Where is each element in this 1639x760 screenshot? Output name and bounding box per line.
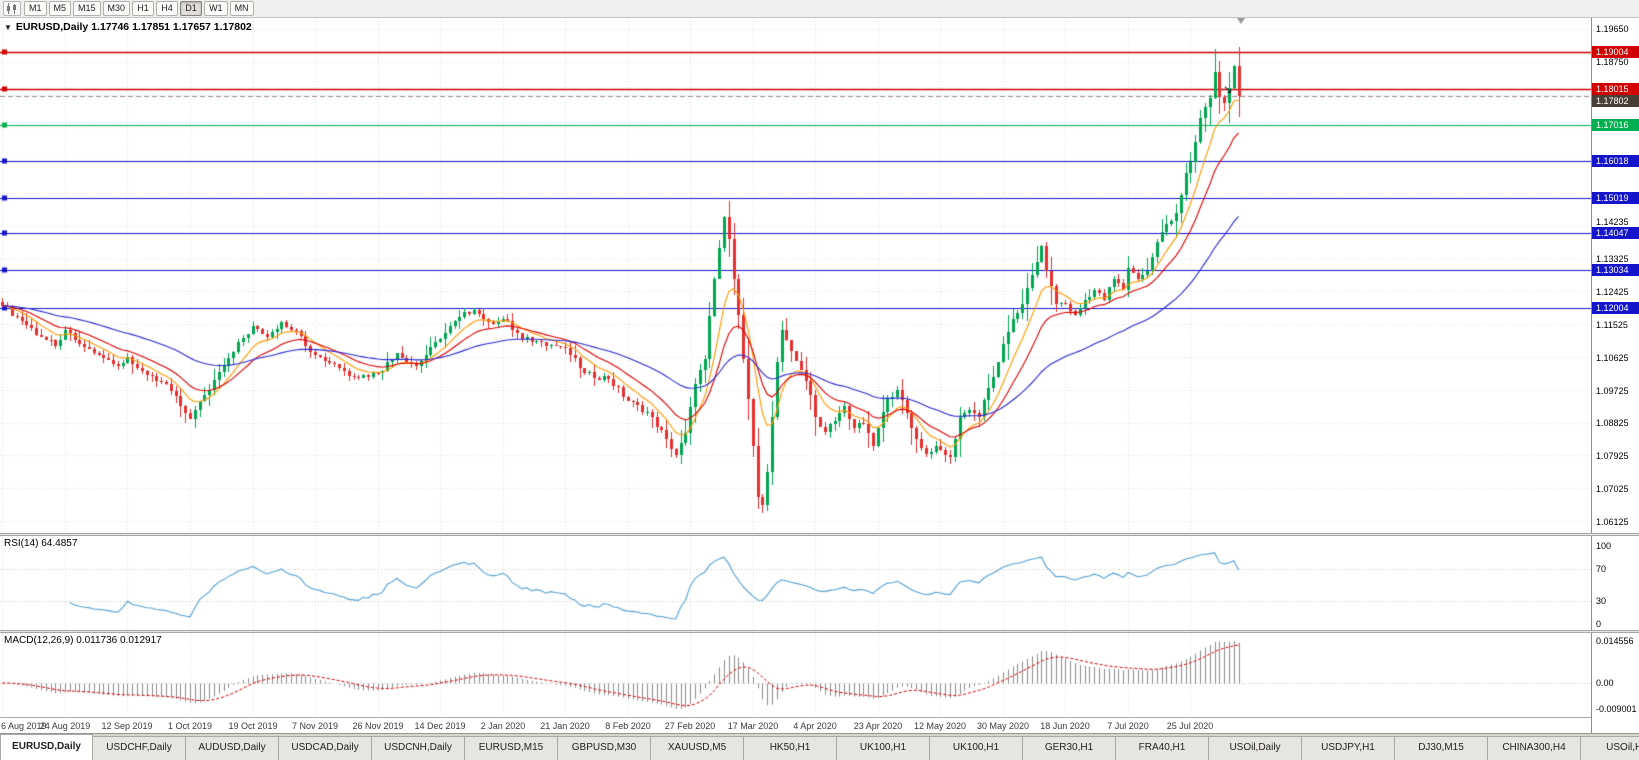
macd-label: MACD(12,26,9) 0.011736 0.012917 xyxy=(4,635,162,646)
chart-tab-uk100-h1[interactable]: UK100,H1 xyxy=(837,736,930,760)
chart-tab-dj30-m15[interactable]: DJ30,M15 xyxy=(1395,736,1488,760)
chart-tab-xauusd-m5[interactable]: XAUUSD,M5 xyxy=(651,736,744,760)
price-scale-tick: 1.07925 xyxy=(1596,451,1629,461)
chart-tab-usdjpy-h1[interactable]: USDJPY,H1 xyxy=(1302,736,1395,760)
date-axis-label: 24 Aug 2019 xyxy=(39,721,91,731)
date-axis-label: 1 Oct 2019 xyxy=(167,721,213,731)
date-axis-label: 26 Nov 2019 xyxy=(352,721,404,731)
chart-tab-uk100-h1[interactable]: UK100,H1 xyxy=(930,736,1023,760)
timeframe-button-m15[interactable]: M15 xyxy=(73,1,101,16)
date-axis-label: 18 Jun 2020 xyxy=(1040,721,1090,731)
chart-area: ▼ EURUSD,Daily 1.17746 1.17851 1.17657 1.… xyxy=(0,18,1639,733)
macd-scale-tick: 0.014556 xyxy=(1596,636,1634,646)
timeframe-button-mn[interactable]: MN xyxy=(229,1,254,16)
price-level-badge: 1.16018 xyxy=(1592,155,1639,167)
price-scale-tick: 1.11525 xyxy=(1596,320,1628,330)
candlestick-glyph xyxy=(6,2,16,14)
date-axis-label: 14 Dec 2019 xyxy=(414,721,466,731)
chart-tab-eurusd-m15[interactable]: EURUSD,M15 xyxy=(465,736,558,760)
chart-title-text: EURUSD,Daily 1.17746 1.17851 1.17657 1.1… xyxy=(15,21,252,33)
panel-splitter-rsi[interactable] xyxy=(0,533,1639,536)
price-level-badge: 1.13034 xyxy=(1592,264,1639,276)
price-chart-canvas[interactable] xyxy=(0,18,1591,533)
price-scale-tick: 1.19650 xyxy=(1596,24,1629,34)
price-scale-tick: 1.12425 xyxy=(1596,287,1629,297)
timeframe-button-w1[interactable]: W1 xyxy=(204,1,228,16)
date-axis-label: 27 Feb 2020 xyxy=(664,721,716,731)
timeframe-buttons: M1 M5 M15 M30 H1 H4 D1 W1 MN xyxy=(24,1,254,16)
price-scale-tick: 1.07025 xyxy=(1596,484,1629,494)
date-axis-label: 2 Jan 2020 xyxy=(480,721,526,731)
price-level-badge: 1.17016 xyxy=(1592,119,1639,131)
date-axis-label: 23 Apr 2020 xyxy=(853,721,903,731)
timeframe-toolbar: M1 M5 M15 M30 H1 H4 D1 W1 MN xyxy=(0,0,1639,18)
chart-tools-icon[interactable] xyxy=(3,1,21,16)
date-axis-label: 7 Nov 2019 xyxy=(291,721,339,731)
price-scale-tick: 1.08825 xyxy=(1596,418,1629,428)
bid-price-badge: 1.17802 xyxy=(1592,95,1639,107)
panel-splitter-macd[interactable] xyxy=(0,630,1639,633)
price-scale-tick: 1.14235 xyxy=(1596,217,1629,227)
date-axis-label: 19 Oct 2019 xyxy=(228,721,278,731)
timeframe-button-m5[interactable]: M5 xyxy=(48,1,72,16)
chart-tab-fra40-h1[interactable]: FRA40,H1 xyxy=(1116,736,1209,760)
timeframe-button-m30[interactable]: M30 xyxy=(102,1,131,16)
price-scale-tick: 1.13325 xyxy=(1596,254,1629,264)
date-axis-label: 12 May 2020 xyxy=(913,721,967,731)
chart-collapse-icon[interactable]: ▼ xyxy=(4,23,12,32)
chart-tab-usdchf-daily[interactable]: USDCHF,Daily xyxy=(93,736,186,760)
timeframe-button-h4[interactable]: H4 xyxy=(156,1,179,16)
chart-tab-usoil-daily[interactable]: USOil,Daily xyxy=(1209,736,1302,760)
chart-title: ▼ EURUSD,Daily 1.17746 1.17851 1.17657 1.… xyxy=(4,21,252,33)
timeframe-button-m1[interactable]: M1 xyxy=(24,1,47,16)
timeframe-button-d1[interactable]: D1 xyxy=(180,1,203,16)
date-axis-label: 8 Feb 2020 xyxy=(605,721,651,731)
date-axis-label: 12 Sep 2019 xyxy=(101,721,153,731)
chart-tab-usoil-h1[interactable]: USOil,H1 xyxy=(1581,736,1639,760)
rsi-scale-tick: 0 xyxy=(1596,619,1602,629)
rsi-label: RSI(14) 64.4857 xyxy=(4,538,78,549)
rsi-scale-tick: 30 xyxy=(1596,596,1607,606)
timeframe-button-h1[interactable]: H1 xyxy=(132,1,155,16)
price-level-badge: 1.18015 xyxy=(1592,83,1639,95)
chart-tab-audusd-daily[interactable]: AUDUSD,Daily xyxy=(186,736,279,760)
date-axis-label: 25 Jul 2020 xyxy=(1166,721,1214,731)
date-axis-label: 17 Mar 2020 xyxy=(727,721,779,731)
macd-indicator-canvas[interactable] xyxy=(0,633,1591,717)
price-level-badge: 1.15019 xyxy=(1592,192,1639,204)
date-axis-label: 7 Jul 2020 xyxy=(1107,721,1149,731)
rsi-scale-tick: 70 xyxy=(1596,564,1607,574)
price-scale-tick: 1.10625 xyxy=(1596,353,1629,363)
date-axis-label: 21 Jan 2020 xyxy=(540,721,590,731)
date-axis-label: 6 Aug 2019 xyxy=(1,721,47,731)
chart-tab-usdcnh-daily[interactable]: USDCNH,Daily xyxy=(372,736,465,760)
price-level-badge: 1.19004 xyxy=(1592,46,1639,58)
chart-tab-china300-h4[interactable]: CHINA300,H4 xyxy=(1488,736,1581,760)
rsi-indicator-canvas[interactable] xyxy=(0,536,1591,630)
price-scale: 1.19650 1.18750 1.14235 1.13325 1.12425 1.115… xyxy=(1591,18,1639,733)
price-scale-tick: 1.06125 xyxy=(1596,517,1629,527)
price-level-badge: 1.12004 xyxy=(1592,302,1639,314)
chart-tab-bar: EURUSD,Daily USDCHF,Daily AUDUSD,Daily USDC… xyxy=(0,733,1639,760)
chart-tab-hk50-h1[interactable]: HK50,H1 xyxy=(744,736,837,760)
date-axis: 6 Aug 2019 24 Aug 2019 12 Sep 2019 1 Oct 20… xyxy=(0,717,1591,733)
macd-scale-tick: -0.009001 xyxy=(1596,704,1637,714)
price-scale-tick: 1.09725 xyxy=(1596,386,1629,396)
chart-tab-eurusd-daily[interactable]: EURUSD,Daily xyxy=(0,734,93,760)
date-axis-label: 4 Apr 2020 xyxy=(793,721,837,731)
macd-scale-tick: 0.00 xyxy=(1596,678,1614,688)
rsi-scale-tick: 100 xyxy=(1596,541,1612,551)
date-axis-label: 30 May 2020 xyxy=(976,721,1030,731)
chart-tab-ger30-h1[interactable]: GER30,H1 xyxy=(1023,736,1116,760)
price-level-badge: 1.14047 xyxy=(1592,227,1639,239)
price-scale-tick: 1.18750 xyxy=(1596,57,1629,67)
chart-tab-usdcad-daily[interactable]: USDCAD,Daily xyxy=(279,736,372,760)
chart-tab-gbpusd-m30[interactable]: GBPUSD,M30 xyxy=(558,736,651,760)
